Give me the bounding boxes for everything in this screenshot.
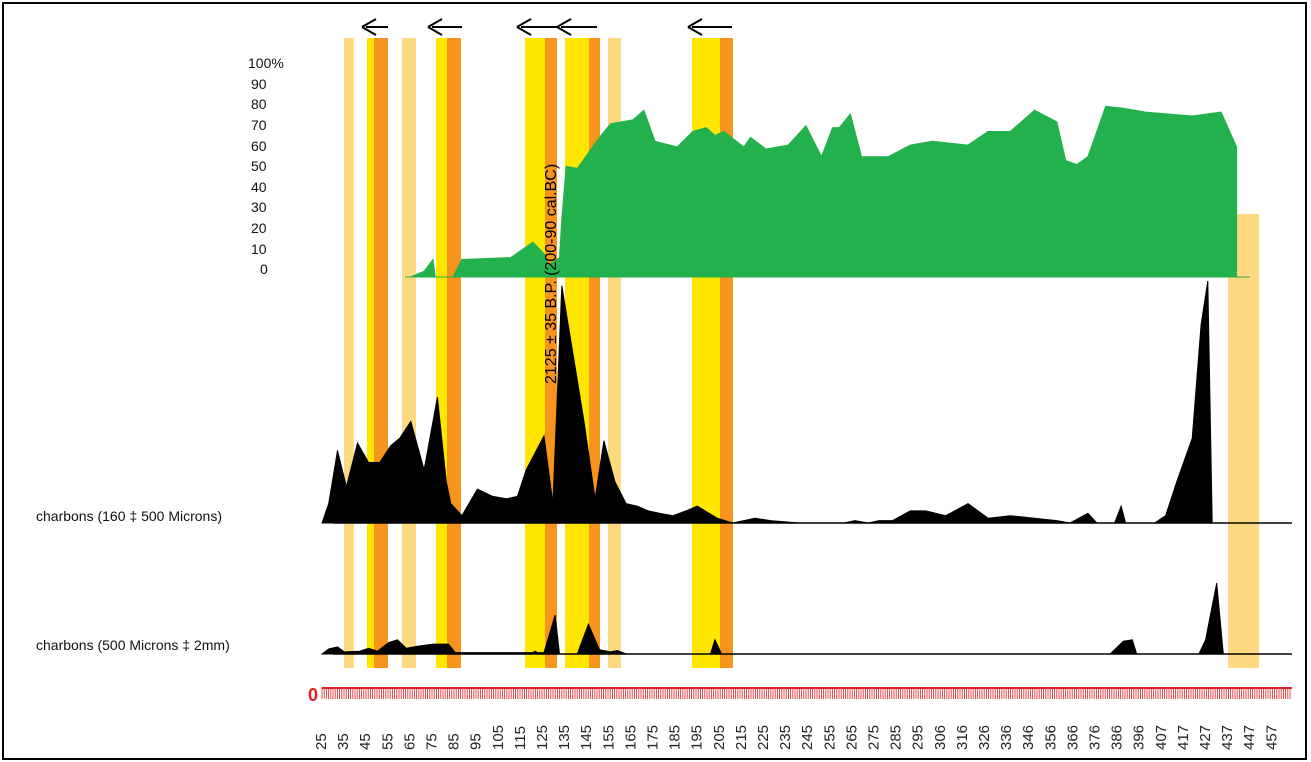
- x-tick-label: 195: [689, 725, 706, 750]
- x-tick-label: 205: [711, 725, 728, 750]
- x-tick-label: 235: [777, 725, 794, 750]
- ruler-origin-label: 0: [308, 685, 318, 705]
- x-tick-label: 417: [1175, 725, 1192, 750]
- series-area: [410, 105, 1238, 278]
- x-tick-label: 306: [932, 725, 949, 750]
- event-band: [344, 38, 354, 668]
- pct-tick-label: 40: [251, 179, 267, 195]
- x-tick-label: 105: [490, 725, 507, 750]
- x-tick-label: 165: [622, 725, 639, 750]
- x-tick-label: 45: [357, 733, 374, 750]
- series-area: [320, 582, 1224, 655]
- x-tick-label: 25: [313, 733, 330, 750]
- arrows-layer: [361, 18, 732, 36]
- event-band: [436, 38, 447, 668]
- x-tick-label: 386: [1109, 725, 1126, 750]
- x-tick-label: 115: [512, 726, 529, 750]
- x-tick-label: 55: [379, 733, 396, 750]
- x-tick-label: 155: [600, 725, 617, 750]
- x-tick-label: 295: [910, 725, 927, 750]
- x-tick-label: 275: [866, 725, 883, 750]
- pct-tick-label: 60: [251, 138, 267, 154]
- series-label-160-500: charbons (160 ‡ 500 Microns): [36, 508, 222, 524]
- x-tick-label: 457: [1263, 725, 1280, 750]
- pct-tick-label: 10: [251, 241, 267, 257]
- x-tick-label: 356: [1042, 725, 1059, 750]
- x-tick-label: 95: [468, 733, 485, 750]
- x-tick-label: 265: [843, 725, 860, 750]
- event-band: [1228, 214, 1259, 668]
- x-tick-label: 225: [755, 725, 772, 750]
- arrow-head: [427, 18, 443, 36]
- x-tick-label: 366: [1064, 725, 1081, 750]
- series-label-500-2mm: charbons (500 Microns ‡ 2mm): [36, 637, 230, 653]
- event-band: [525, 38, 545, 668]
- x-tick-label: 215: [733, 725, 750, 750]
- pct-tick-label: 50: [251, 158, 267, 174]
- event-band: [447, 38, 461, 668]
- x-tick-label: 336: [998, 725, 1015, 750]
- baselines: [333, 276, 1292, 655]
- x-tick-label: 35: [335, 733, 352, 750]
- arrow-head: [516, 18, 532, 36]
- x-tick-label: 376: [1087, 725, 1104, 750]
- x-tick-label: 85: [446, 733, 463, 750]
- arrow-head: [687, 18, 703, 36]
- x-tick-label: 175: [645, 725, 662, 750]
- x-tick-label: 427: [1197, 725, 1214, 750]
- x-tick-labels: 25 35 45 55 65 75 85 95 105 115 125 135 145 155 165 175…: [313, 725, 1280, 750]
- pct-tick-label: 20: [251, 220, 267, 236]
- event-band: [374, 38, 388, 668]
- x-tick-label: 245: [799, 725, 816, 750]
- x-tick-label: 396: [1131, 725, 1148, 750]
- series-layer: [320, 105, 1238, 655]
- event-band: [589, 38, 600, 668]
- x-tick-label: 346: [1020, 725, 1037, 750]
- x-tick-label: 316: [954, 725, 971, 750]
- pct-tick-label: 80: [251, 96, 267, 112]
- x-tick-label: 65: [401, 733, 418, 750]
- depth-ruler: 0: [308, 685, 1292, 705]
- x-tick-label: 285: [888, 725, 905, 750]
- date-annotation: 2125 ± 35 B.P. (200-90 cal.BC): [543, 164, 560, 384]
- event-band: [367, 38, 374, 668]
- pct-tick-label: 100%: [248, 55, 284, 71]
- x-tick-label: 185: [667, 725, 684, 750]
- x-tick-label: 447: [1241, 725, 1258, 750]
- arrow-head: [556, 18, 572, 36]
- event-band: [402, 38, 416, 668]
- x-tick-label: 145: [578, 725, 595, 750]
- pct-tick-label: 0: [260, 261, 268, 277]
- x-tick-label: 255: [821, 725, 838, 750]
- pct-tick-label: 30: [251, 199, 267, 215]
- x-tick-label: 326: [976, 725, 993, 750]
- arrow-head: [361, 18, 377, 36]
- x-tick-label: 125: [534, 725, 551, 750]
- pct-tick-label: 70: [251, 117, 267, 133]
- x-tick-label: 437: [1219, 725, 1236, 750]
- x-tick-label: 75: [424, 733, 441, 750]
- x-tick-label: 407: [1153, 725, 1170, 750]
- x-tick-label: 135: [556, 725, 573, 750]
- pct-tick-label: 90: [251, 76, 267, 92]
